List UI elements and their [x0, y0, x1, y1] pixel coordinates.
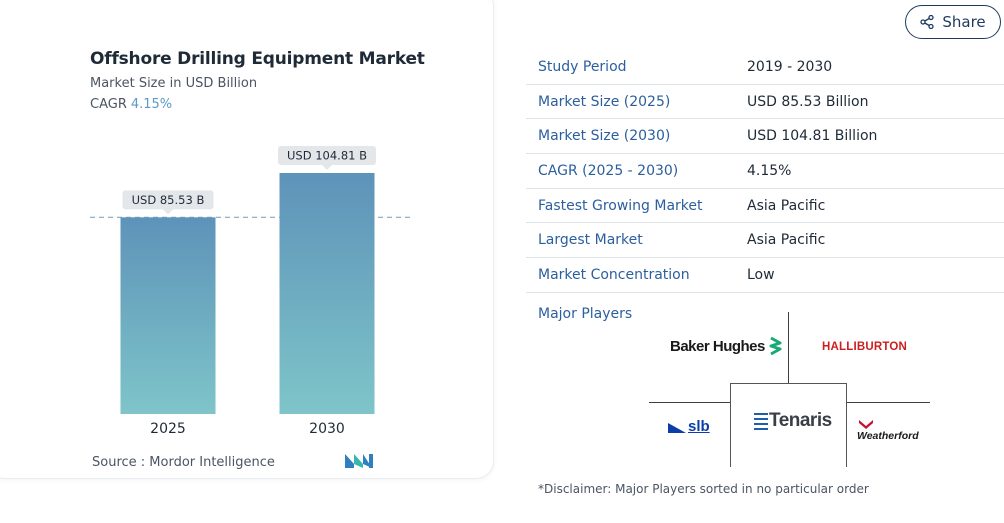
row-label: Market Concentration — [538, 266, 690, 283]
row-label: Study Period — [538, 58, 627, 75]
mordor-intelligence-logo-icon — [345, 454, 373, 468]
row-value: Low — [747, 266, 775, 283]
row-label: CAGR (2025 - 2030) — [538, 162, 679, 179]
x-tick-label-2030: 2030 — [309, 421, 345, 437]
share-icon — [920, 15, 934, 29]
halliburton-logo: HALLIBURTON — [822, 341, 907, 353]
weatherford-chevron-icon — [859, 420, 873, 429]
source-text: Source : Mordor Intelligence — [92, 455, 275, 470]
players-divider-vertical — [788, 312, 789, 383]
major-players-label: Major Players — [538, 306, 633, 322]
slb-logo: slb — [668, 418, 710, 435]
row-label: Fastest Growing Market — [538, 197, 703, 214]
weatherford-logo: Weatherford — [857, 420, 919, 442]
row-value: 2019 - 2030 — [747, 58, 833, 75]
chart-subtitle: Market Size in USD Billion — [90, 76, 258, 91]
bar-chart: USD 85.53 B 2025 USD 104.81 B 2030 — [90, 146, 410, 437]
table-row: Market Size (2025) USD 85.53 Billion — [526, 85, 1004, 120]
bar-2025 — [120, 217, 216, 414]
weatherford-name: Weatherford — [857, 430, 919, 442]
share-label: Share — [942, 13, 986, 31]
row-label: Market Size (2030) — [538, 128, 671, 145]
row-label: Market Size (2025) — [538, 93, 671, 110]
data-label-2030: USD 104.81 B — [287, 149, 367, 163]
cagr-value: 4.15% — [130, 97, 173, 112]
tenaris-logo: Tenaris — [754, 410, 832, 432]
table-row: Fastest Growing Market Asia Pacific — [526, 189, 1004, 224]
players-divider-right — [847, 402, 930, 403]
data-label-pointer-2025 — [163, 209, 173, 215]
disclaimer-text: *Disclaimer: Major Players sorted in no … — [538, 482, 869, 496]
data-label-bg-2030 — [278, 146, 376, 165]
data-label-2025: USD 85.53 B — [132, 193, 205, 207]
x-tick-label-2025: 2025 — [150, 421, 186, 437]
players-center-box — [730, 383, 847, 467]
row-value: Asia Pacific — [747, 232, 826, 249]
bar-2030 — [279, 173, 375, 414]
chart-title: Offshore Drilling Equipment Market — [90, 49, 425, 69]
table-row: Study Period 2019 - 2030 — [526, 50, 1004, 85]
share-button[interactable]: Share — [905, 5, 1001, 39]
row-value: Asia Pacific — [747, 197, 826, 214]
data-label-pointer-2030 — [322, 165, 332, 170]
baker-hughes-name: Baker Hughes — [670, 337, 765, 355]
halliburton-name: HALLIBURTON — [822, 341, 908, 353]
cagr-label: CAGR — [90, 97, 127, 112]
slb-name: slb — [688, 418, 710, 435]
table-row: Market Concentration Low — [526, 258, 1004, 293]
tenaris-name: Tenaris — [769, 410, 832, 431]
market-summary-table: Study Period 2019 - 2030 Market Size (2025… — [526, 50, 1004, 293]
chart-card — [0, 0, 494, 479]
chart-cagr: CAGR 4.15% — [90, 97, 172, 112]
table-row: CAGR (2025 - 2030) 4.15% — [526, 154, 1004, 189]
table-row: Market Size (2030) USD 104.81 Billion — [526, 119, 1004, 155]
row-value: USD 85.53 Billion — [747, 93, 869, 110]
baker-hughes-chevron-icon — [769, 336, 782, 356]
baker-hughes-logo: Baker Hughes — [670, 336, 784, 356]
tenaris-lines-icon — [754, 413, 768, 430]
table-row: Largest Market Asia Pacific — [526, 223, 1004, 259]
data-label-bg-2025 — [122, 190, 214, 210]
row-label: Largest Market — [538, 232, 643, 249]
row-value: USD 104.81 Billion — [747, 128, 878, 145]
slb-swoosh-icon — [668, 422, 686, 433]
row-value: 4.15% — [747, 162, 792, 179]
players-divider-left — [649, 402, 731, 403]
